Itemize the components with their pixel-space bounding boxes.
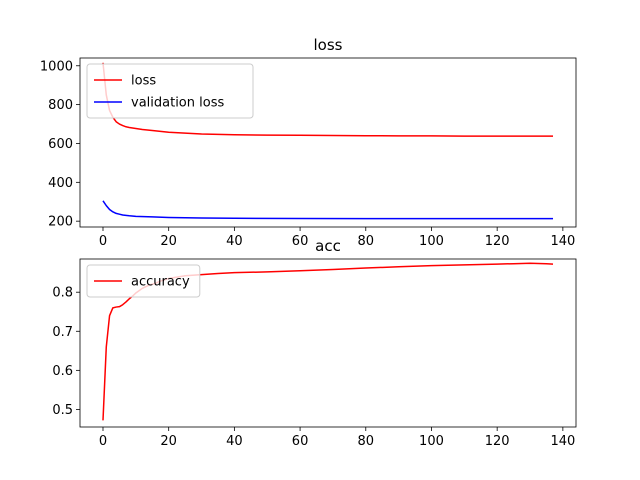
- y-tick-label: 1000: [40, 59, 73, 74]
- x-tick-label: 20: [160, 434, 177, 449]
- x-tick-label: 100: [419, 234, 444, 249]
- series-line-loss: [102, 62, 554, 137]
- y-tick-label: 0.7: [52, 325, 73, 340]
- subplot-0: 0 20 40 60 80 100 120 1402004006008001000losslo…: [40, 36, 577, 249]
- x-tick-label: 140: [550, 234, 575, 249]
- y-tick-label: 0.6: [52, 364, 73, 379]
- y-tick-label: 400: [48, 176, 73, 191]
- axes-frame: [79, 57, 577, 228]
- x-tick-label: 80: [358, 434, 375, 449]
- x-tick-label: 40: [226, 234, 243, 249]
- x-tick-label: 100: [419, 434, 444, 449]
- x-tick-label: 0: [99, 234, 107, 249]
- legend-label: loss: [131, 74, 156, 89]
- chart-title: loss: [314, 36, 343, 54]
- y-tick-label: 600: [48, 137, 73, 152]
- subplot-1: 0 20 40 60 80 100 120 140 0.5 0.6 0.7 0.8 acc accurac…: [52, 237, 577, 449]
- x-tick-label: 120: [485, 434, 510, 449]
- y-tick-label: 200: [48, 215, 73, 230]
- legend-label: validation loss: [131, 96, 224, 111]
- chart-title: acc: [315, 237, 341, 255]
- y-tick-label: 800: [48, 98, 73, 113]
- x-tick-label: 60: [292, 234, 309, 249]
- x-tick-label: 140: [550, 434, 575, 449]
- legend: loss validation loss: [86, 63, 254, 119]
- legend-label: accuracy: [131, 275, 190, 290]
- axes-frame: [79, 258, 577, 428]
- x-tick-label: 0: [99, 434, 107, 449]
- legend-frame: [86, 264, 201, 298]
- y-tick-label: 0.8: [52, 286, 73, 301]
- x-tick-label: 60: [292, 434, 309, 449]
- y-tick-label: 0.5: [52, 403, 73, 418]
- legend: accuracy: [86, 264, 201, 298]
- legend-frame: [86, 63, 254, 119]
- series-line-validation-loss: [102, 200, 554, 220]
- x-tick-label: 20: [160, 234, 177, 249]
- x-tick-label: 80: [358, 234, 375, 249]
- x-tick-label: 120: [485, 234, 510, 249]
- x-tick-label: 40: [226, 434, 243, 449]
